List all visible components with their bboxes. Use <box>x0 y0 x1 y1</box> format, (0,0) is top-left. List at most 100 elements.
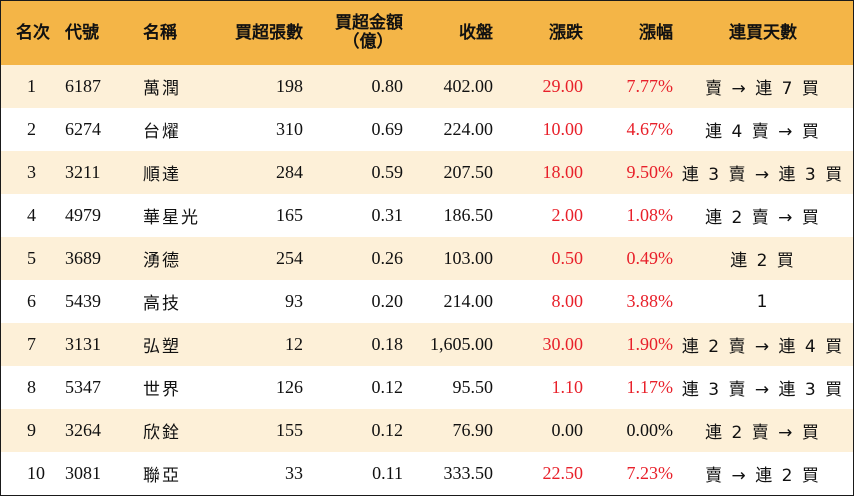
cell-lots: 12 <box>285 334 303 354</box>
table-header-row: 名次 代號 名稱 買超張數 買超金額 （億） 收盤 漲跌 漲幅 連買天數 <box>1 1 853 65</box>
cell-code: 5439 <box>65 291 101 311</box>
cell-rank: 4 <box>27 205 36 225</box>
cell-pct: 7.23% <box>626 463 674 483</box>
table-row: 10 3081 聯亞 33 0.11 333.50 22.50 7.23% 賣 → 連 2 買 <box>1 452 853 495</box>
cell-code: 6274 <box>65 119 101 139</box>
cell-change: 8.00 <box>551 291 584 311</box>
header-rank: 名次 <box>16 22 50 43</box>
cell-lots: 126 <box>276 377 303 397</box>
header-days: 連買天數 <box>729 22 797 43</box>
cell-pct: 9.50% <box>626 162 674 182</box>
header-change: 漲跌 <box>549 22 583 43</box>
cell-change: 30.00 <box>542 334 584 354</box>
cell-change: 22.50 <box>542 463 584 483</box>
cell-name: 世界 <box>143 380 181 400</box>
cell-name: 順達 <box>143 165 181 185</box>
cell-name: 萬潤 <box>143 79 181 99</box>
cell-name: 欣銓 <box>143 423 181 443</box>
cell-days: 連 3 賣 → 連 3 買 <box>681 380 845 400</box>
table-row: 5 3689 湧德 254 0.26 103.00 0.50 0.49% 連 2 買 <box>1 237 853 280</box>
cell-days: 連 2 賣 → 連 4 買 <box>681 337 845 357</box>
table-row: 2 6274 台燿 310 0.69 224.00 10.00 4.67% 連 4 賣 → 買 <box>1 108 853 151</box>
header-amount-line2: （億） <box>342 32 394 52</box>
cell-amount: 0.12 <box>371 420 404 440</box>
cell-lots: 33 <box>285 463 303 483</box>
cell-code: 3211 <box>65 162 101 182</box>
cell-days: 賣 → 連 2 買 <box>705 466 821 486</box>
header-amount: 買超金額 （億） <box>303 1 403 65</box>
cell-change: 29.00 <box>542 76 584 96</box>
table-row: 6 5439 高技 93 0.20 214.00 8.00 3.88% 1 <box>1 280 853 323</box>
cell-name: 聯亞 <box>143 466 181 486</box>
cell-change: 18.00 <box>542 162 584 182</box>
cell-pct: 1.90% <box>626 334 674 354</box>
cell-close: 103.00 <box>443 248 494 268</box>
cell-amount: 0.11 <box>372 463 403 483</box>
cell-code: 6187 <box>65 76 101 96</box>
cell-name: 華星光 <box>143 208 200 228</box>
cell-amount: 0.31 <box>371 205 404 225</box>
cell-amount: 0.12 <box>371 377 404 397</box>
cell-code: 3131 <box>65 334 101 354</box>
cell-days: 1 <box>756 291 770 312</box>
cell-days: 連 4 賣 → 買 <box>705 122 821 142</box>
cell-rank: 8 <box>27 377 36 397</box>
cell-close: 76.90 <box>452 420 494 440</box>
header-pct: 漲幅 <box>639 22 673 43</box>
cell-close: 214.00 <box>443 291 494 311</box>
header-amount-line1: 買超金額 <box>335 13 403 33</box>
cell-close: 186.50 <box>443 205 494 225</box>
cell-amount: 0.18 <box>371 334 404 354</box>
cell-lots: 310 <box>276 119 303 139</box>
cell-change: 0.00 <box>551 420 584 440</box>
cell-pct: 0.00% <box>626 420 674 440</box>
table-row: 7 3131 弘塑 12 0.18 1,605.00 30.00 1.90% 連 2 賣 → 連… <box>1 323 853 366</box>
table-row: 1 6187 萬潤 198 0.80 402.00 29.00 7.77% 賣 → 連 7 買 <box>1 65 853 108</box>
cell-pct: 1.17% <box>626 377 674 397</box>
cell-pct: 4.67% <box>626 119 674 139</box>
cell-close: 1,605.00 <box>430 334 493 354</box>
cell-days: 連 3 賣 → 連 3 買 <box>681 165 845 185</box>
cell-change: 1.10 <box>551 377 584 397</box>
cell-days: 連 2 賣 → 買 <box>705 208 821 228</box>
cell-days: 賣 → 連 7 買 <box>705 79 821 99</box>
cell-change: 0.50 <box>551 248 584 268</box>
cell-rank: 5 <box>27 248 36 268</box>
cell-code: 5347 <box>65 377 101 397</box>
cell-rank: 10 <box>27 463 45 483</box>
cell-amount: 0.59 <box>371 162 404 182</box>
cell-name: 台燿 <box>143 122 181 142</box>
cell-lots: 155 <box>276 420 303 440</box>
cell-rank: 2 <box>27 119 36 139</box>
cell-days: 連 2 賣 → 買 <box>705 423 821 443</box>
cell-amount: 0.26 <box>371 248 404 268</box>
cell-rank: 3 <box>27 162 36 182</box>
cell-rank: 1 <box>27 76 36 96</box>
cell-close: 224.00 <box>443 119 494 139</box>
cell-name: 湧德 <box>143 251 181 271</box>
cell-change: 2.00 <box>551 205 584 225</box>
cell-code: 4979 <box>65 205 101 225</box>
cell-code: 3081 <box>65 463 101 483</box>
table-row: 3 3211 順達 284 0.59 207.50 18.00 9.50% 連 3 賣 → 連 … <box>1 151 853 194</box>
cell-pct: 0.49% <box>626 248 674 268</box>
cell-name: 高技 <box>143 294 181 314</box>
cell-name: 弘塑 <box>143 337 181 357</box>
cell-lots: 254 <box>276 248 303 268</box>
cell-pct: 3.88% <box>626 291 674 311</box>
cell-code: 3264 <box>65 420 101 440</box>
cell-days: 連 2 買 <box>730 251 796 271</box>
cell-amount: 0.69 <box>371 119 404 139</box>
cell-amount: 0.20 <box>371 291 404 311</box>
cell-rank: 7 <box>27 334 36 354</box>
header-lots: 買超張數 <box>235 22 303 43</box>
cell-rank: 9 <box>27 420 36 440</box>
cell-close: 333.50 <box>443 463 494 483</box>
cell-code: 3689 <box>65 248 101 268</box>
cell-close: 207.50 <box>443 162 494 182</box>
cell-pct: 1.08% <box>626 205 674 225</box>
header-close: 收盤 <box>459 22 493 43</box>
